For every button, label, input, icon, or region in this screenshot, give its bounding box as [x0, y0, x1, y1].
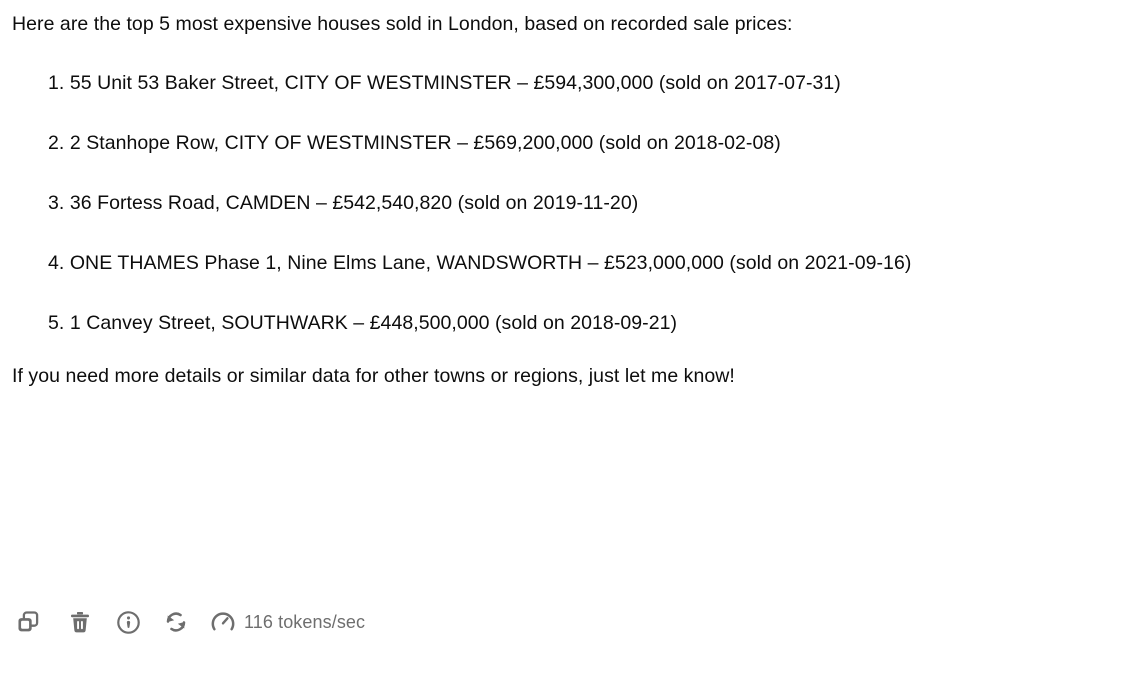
- assistant-message: Here are the top 5 most expensive houses…: [0, 13, 1122, 634]
- trash-icon: [68, 610, 92, 635]
- list-item-text: 36 Fortess Road, CAMDEN – £542,540,820 (…: [69, 192, 639, 214]
- list-item-text: 2 Stanhope Row, CITY OF WESTMINSTER – £5…: [69, 132, 781, 154]
- list-item: 3. 36 Fortess Road, CAMDEN – £542,540,82…: [0, 188, 1122, 219]
- list-item-text: 1 Canvey Street, SOUTHWARK – £448,500,00…: [69, 312, 678, 334]
- info-icon: [116, 610, 141, 635]
- copy-icon: [15, 609, 41, 635]
- intro-paragraph: Here are the top 5 most expensive houses…: [12, 13, 793, 35]
- list-item: 2. 2 Stanhope Row, CITY OF WESTMINSTER –…: [0, 128, 1122, 159]
- list-item-marker: 1.: [48, 72, 65, 94]
- list-item-marker: 4.: [48, 252, 65, 274]
- info-button[interactable]: [104, 603, 152, 641]
- token-speed-indicator: 116 tokens/sec: [200, 603, 365, 641]
- outro-paragraph: If you need more details or similar data…: [12, 365, 735, 387]
- regenerate-icon: [163, 609, 189, 635]
- list-item: 5. 1 Canvey Street, SOUTHWARK – £448,500…: [0, 308, 1122, 339]
- regenerate-button[interactable]: [152, 603, 200, 641]
- list-item: 4. ONE THAMES Phase 1, Nine Elms Lane, W…: [0, 248, 1122, 279]
- results-list: 1. 55 Unit 53 Baker Street, CITY OF WEST…: [0, 40, 1122, 339]
- list-item-text: 55 Unit 53 Baker Street, CITY OF WESTMIN…: [69, 72, 841, 94]
- list-item-marker: 3.: [48, 192, 65, 214]
- delete-button[interactable]: [56, 603, 104, 641]
- speedometer-icon: [200, 603, 246, 641]
- list-item-marker: 5.: [48, 312, 65, 334]
- list-item-marker: 2.: [48, 132, 65, 154]
- token-speed-label: 116 tokens/sec: [244, 612, 366, 632]
- list-item-text: ONE THAMES Phase 1, Nine Elms Lane, WAND…: [69, 252, 912, 274]
- message-actions-toolbar: 116 tokens/sec: [12, 603, 365, 641]
- list-item: 1. 55 Unit 53 Baker Street, CITY OF WEST…: [0, 68, 1122, 99]
- copy-button[interactable]: [12, 603, 56, 641]
